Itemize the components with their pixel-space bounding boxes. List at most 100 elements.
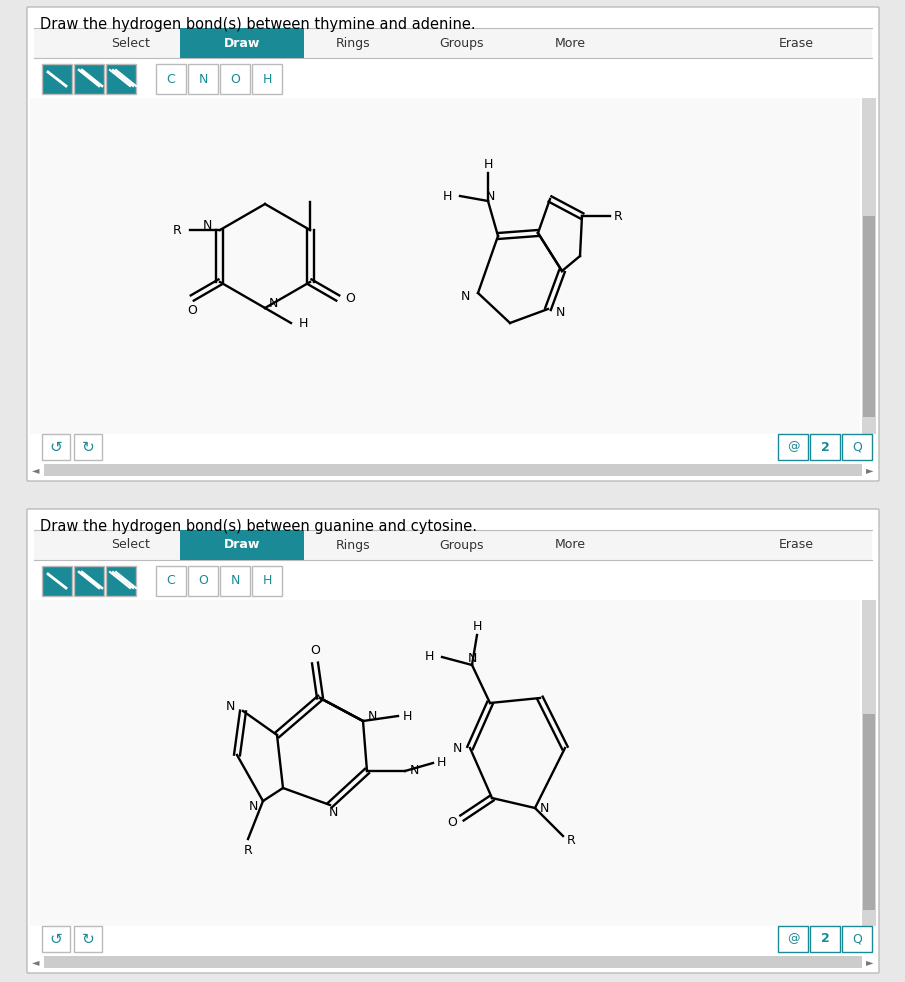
Bar: [106, 64, 136, 94]
Text: O: O: [230, 73, 240, 85]
Text: ↺: ↺: [50, 440, 62, 455]
Text: C: C: [167, 574, 176, 587]
Bar: [42, 64, 72, 94]
Text: Q: Q: [853, 933, 862, 946]
Text: H: H: [436, 756, 445, 770]
Text: R: R: [173, 224, 182, 237]
Text: Groups: Groups: [439, 36, 483, 49]
Text: Draw: Draw: [224, 36, 260, 49]
Text: H: H: [299, 316, 308, 330]
Text: ◄: ◄: [33, 957, 40, 967]
Text: H: H: [403, 710, 412, 723]
Text: More: More: [555, 36, 586, 49]
Text: R: R: [614, 209, 623, 223]
Text: N: N: [410, 765, 419, 778]
Bar: [188, 566, 218, 596]
Bar: [842, 926, 872, 952]
Bar: [842, 434, 872, 460]
Text: ►: ►: [866, 465, 873, 475]
Text: ↻: ↻: [81, 440, 94, 455]
Text: N: N: [556, 305, 566, 318]
Text: N: N: [485, 190, 495, 202]
Text: H: H: [262, 574, 272, 587]
Bar: [778, 926, 808, 952]
Text: 2: 2: [821, 933, 829, 946]
Bar: [74, 64, 104, 94]
Bar: [188, 64, 218, 94]
Text: O: O: [198, 574, 208, 587]
Bar: [30, 98, 860, 434]
Text: Draw the hydrogen bond(s) between thymine and adenine.: Draw the hydrogen bond(s) between thymin…: [40, 17, 476, 31]
Text: N: N: [269, 297, 279, 309]
Text: N: N: [225, 699, 235, 713]
Bar: [74, 566, 104, 596]
FancyBboxPatch shape: [27, 509, 879, 973]
Bar: [252, 566, 282, 596]
Text: @: @: [786, 933, 799, 946]
Text: N: N: [230, 574, 240, 587]
Text: N: N: [452, 741, 462, 754]
Bar: [42, 926, 70, 952]
Text: N: N: [198, 73, 207, 85]
Text: Draw: Draw: [224, 538, 260, 552]
Text: O: O: [310, 644, 320, 658]
Text: N: N: [368, 710, 377, 723]
Bar: [862, 600, 876, 926]
Bar: [220, 566, 250, 596]
Text: Rings: Rings: [336, 36, 370, 49]
Bar: [180, 530, 304, 560]
Bar: [863, 714, 875, 909]
Bar: [810, 434, 840, 460]
Text: O: O: [447, 816, 457, 830]
Text: H: H: [443, 190, 452, 202]
Text: 2: 2: [821, 441, 829, 454]
Text: N: N: [249, 799, 258, 812]
Bar: [156, 64, 186, 94]
FancyBboxPatch shape: [27, 7, 879, 481]
Text: N: N: [329, 806, 338, 820]
Text: H: H: [424, 650, 434, 664]
Text: Select: Select: [111, 538, 150, 552]
Text: N: N: [203, 219, 212, 232]
Text: ►: ►: [866, 957, 873, 967]
Bar: [252, 64, 282, 94]
Bar: [156, 566, 186, 596]
Bar: [220, 64, 250, 94]
Text: R: R: [567, 835, 576, 847]
Bar: [862, 98, 876, 434]
Bar: [44, 464, 862, 476]
Text: @: @: [786, 441, 799, 454]
Text: H: H: [262, 73, 272, 85]
Bar: [30, 600, 860, 926]
Text: N: N: [540, 801, 549, 814]
Bar: [810, 926, 840, 952]
Text: ↺: ↺: [50, 932, 62, 947]
Text: R: R: [243, 845, 252, 857]
Text: H: H: [483, 157, 492, 171]
Text: N: N: [461, 290, 470, 302]
Text: O: O: [187, 303, 197, 316]
Text: ↻: ↻: [81, 932, 94, 947]
Bar: [74, 434, 102, 460]
Text: H: H: [472, 620, 481, 632]
Bar: [863, 216, 875, 417]
Bar: [44, 956, 862, 968]
Text: Select: Select: [111, 36, 150, 49]
Text: Groups: Groups: [439, 538, 483, 552]
Bar: [180, 28, 304, 58]
Text: O: O: [345, 292, 355, 304]
Text: Q: Q: [853, 441, 862, 454]
Text: N: N: [467, 652, 477, 666]
Bar: [42, 434, 70, 460]
Bar: [34, 28, 872, 58]
Bar: [106, 566, 136, 596]
Text: Erase: Erase: [779, 538, 815, 552]
Text: Draw the hydrogen bond(s) between guanine and cytosine.: Draw the hydrogen bond(s) between guanin…: [40, 518, 477, 533]
Text: Rings: Rings: [336, 538, 370, 552]
Text: ◄: ◄: [33, 465, 40, 475]
Bar: [34, 530, 872, 560]
Bar: [74, 926, 102, 952]
Text: C: C: [167, 73, 176, 85]
Text: More: More: [555, 538, 586, 552]
Bar: [42, 566, 72, 596]
